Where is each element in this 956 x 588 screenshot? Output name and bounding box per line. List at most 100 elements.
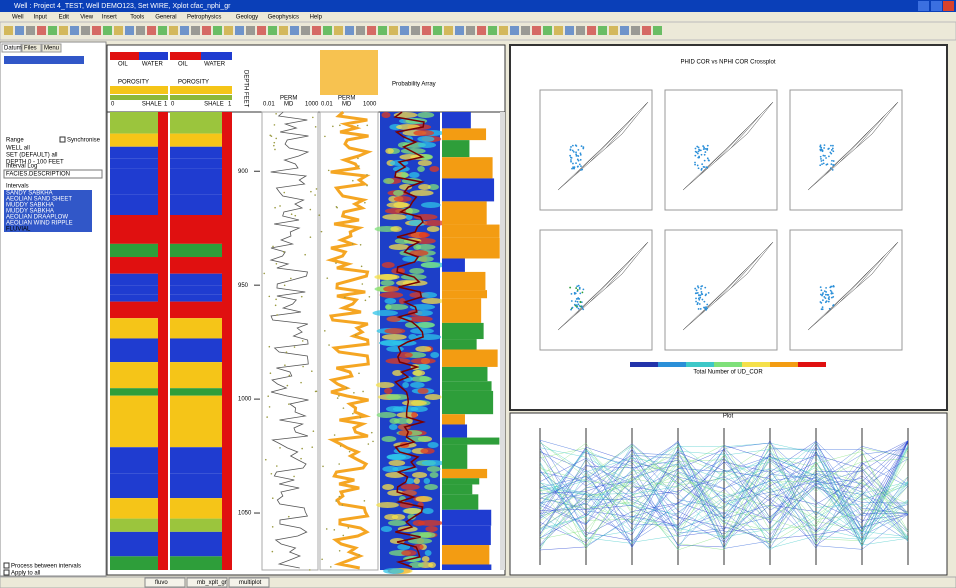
- toolbar-button[interactable]: [224, 26, 233, 35]
- toolbar-button[interactable]: [620, 26, 629, 35]
- dropdown[interactable]: [3, 169, 103, 179]
- toolbar-button[interactable]: [444, 26, 453, 35]
- interval-item[interactable]: AEOLIAN WIND RIPPLE: [6, 221, 73, 227]
- toolbar-button[interactable]: [169, 26, 178, 35]
- depth-tick-label: 1000: [238, 397, 252, 403]
- menu-item[interactable]: Input: [34, 15, 48, 21]
- toolbar-button[interactable]: [499, 26, 508, 35]
- toolbar-button[interactable]: [642, 26, 651, 35]
- scrollbar[interactable]: [500, 112, 505, 570]
- toolbar-button[interactable]: [367, 26, 376, 35]
- scatter-point: [697, 308, 700, 310]
- tab[interactable]: [41, 43, 62, 53]
- toolbar-button[interactable]: [653, 26, 662, 35]
- toolbar-button[interactable]: [422, 26, 431, 35]
- close-button[interactable]: [943, 1, 954, 11]
- toolbar-button[interactable]: [37, 26, 46, 35]
- toolbar-button[interactable]: [433, 26, 442, 35]
- toolbar-button[interactable]: [268, 26, 277, 35]
- menu-item[interactable]: Edit: [59, 15, 70, 21]
- interval-item[interactable]: AEOLIAN SAND SHEET: [6, 197, 72, 203]
- toolbar-button[interactable]: [510, 26, 519, 35]
- toolbar-button[interactable]: [290, 26, 299, 35]
- menu-item[interactable]: Geology: [236, 15, 258, 21]
- toolbar-button[interactable]: [301, 26, 310, 35]
- toolbar-button[interactable]: [389, 26, 398, 35]
- toolbar-button[interactable]: [26, 26, 35, 35]
- menu-item[interactable]: Well: [12, 15, 24, 21]
- interval-item[interactable]: FLUVIAL: [6, 227, 31, 233]
- selector[interactable]: [4, 56, 84, 64]
- toolbar-button[interactable]: [180, 26, 189, 35]
- toolbar-button[interactable]: [609, 26, 618, 35]
- toolbar-button[interactable]: [147, 26, 156, 35]
- toolbar-button[interactable]: [411, 26, 420, 35]
- toolbar-button[interactable]: [257, 26, 266, 35]
- toolbar-button[interactable]: [103, 26, 112, 35]
- interval-item[interactable]: AEOLIAN DRAAPLOW: [6, 215, 68, 221]
- wireframe: [599, 241, 649, 291]
- toolbar-button[interactable]: [279, 26, 288, 35]
- toolbar-button[interactable]: [92, 26, 101, 35]
- menu-item[interactable]: General: [155, 15, 176, 21]
- restore-button[interactable]: [931, 1, 942, 11]
- toolbar-button[interactable]: [521, 26, 530, 35]
- toolbar-button[interactable]: [136, 26, 145, 35]
- toolbar-button[interactable]: [81, 26, 90, 35]
- toolbar-button[interactable]: [488, 26, 497, 35]
- toolbar-button[interactable]: [565, 26, 574, 35]
- toolbar-button[interactable]: [114, 26, 123, 35]
- interval-item[interactable]: MUDDY SABKHA: [6, 209, 54, 215]
- checkbox[interactable]: [3, 569, 10, 576]
- toolbar-button[interactable]: [598, 26, 607, 35]
- toolbar-button[interactable]: [202, 26, 211, 35]
- core-point: [267, 395, 269, 398]
- checkbox[interactable]: [59, 136, 66, 143]
- checkbox[interactable]: [3, 562, 10, 569]
- toolbar-button[interactable]: [345, 26, 354, 35]
- menu-item[interactable]: Tools: [130, 15, 144, 21]
- toolbar-button[interactable]: [213, 26, 222, 35]
- toolbar-button[interactable]: [48, 26, 57, 35]
- menu-item[interactable]: View: [80, 15, 94, 21]
- toolbar-button[interactable]: [191, 26, 200, 35]
- task-button[interactable]: [228, 577, 270, 588]
- toolbar-button[interactable]: [554, 26, 563, 35]
- task-button[interactable]: [186, 577, 228, 588]
- menu-item[interactable]: Geophysics: [268, 15, 299, 21]
- toolbar-button[interactable]: [543, 26, 552, 35]
- toolbar-button[interactable]: [455, 26, 464, 35]
- toolbar-button[interactable]: [158, 26, 167, 35]
- facies-bar: [442, 224, 500, 238]
- toolbar-button[interactable]: [312, 26, 321, 35]
- menu-item[interactable]: Petrophysics: [187, 15, 221, 21]
- toolbar-button[interactable]: [532, 26, 541, 35]
- toolbar-button[interactable]: [125, 26, 134, 35]
- toolbar-button[interactable]: [70, 26, 79, 35]
- toolbar-button[interactable]: [356, 26, 365, 35]
- toolbar-button[interactable]: [477, 26, 486, 35]
- toolbar-button[interactable]: [587, 26, 596, 35]
- toolbar-button[interactable]: [235, 26, 244, 35]
- menu-item[interactable]: Insert: [102, 15, 117, 21]
- toolbar-button[interactable]: [334, 26, 343, 35]
- toolbar-button[interactable]: [4, 26, 13, 35]
- menu-item[interactable]: Help: [310, 15, 323, 21]
- tab[interactable]: [21, 43, 42, 53]
- toolbar-button[interactable]: [59, 26, 68, 35]
- toolbar-button[interactable]: [576, 26, 585, 35]
- interval-item[interactable]: SANDY SABKHA: [6, 191, 53, 197]
- tab[interactable]: [1, 43, 22, 53]
- toolbar-button[interactable]: [378, 26, 387, 35]
- probability-blob: [428, 562, 436, 568]
- task-button[interactable]: [144, 577, 186, 588]
- scatter-point: [695, 297, 697, 300]
- toolbar-button[interactable]: [466, 26, 475, 35]
- toolbar-button[interactable]: [631, 26, 640, 35]
- toolbar-button[interactable]: [246, 26, 255, 35]
- interval-item[interactable]: MUDDY SABKHA: [6, 203, 54, 209]
- maximize-button[interactable]: [918, 1, 929, 11]
- toolbar-button[interactable]: [400, 26, 409, 35]
- toolbar-button[interactable]: [15, 26, 24, 35]
- toolbar-button[interactable]: [323, 26, 332, 35]
